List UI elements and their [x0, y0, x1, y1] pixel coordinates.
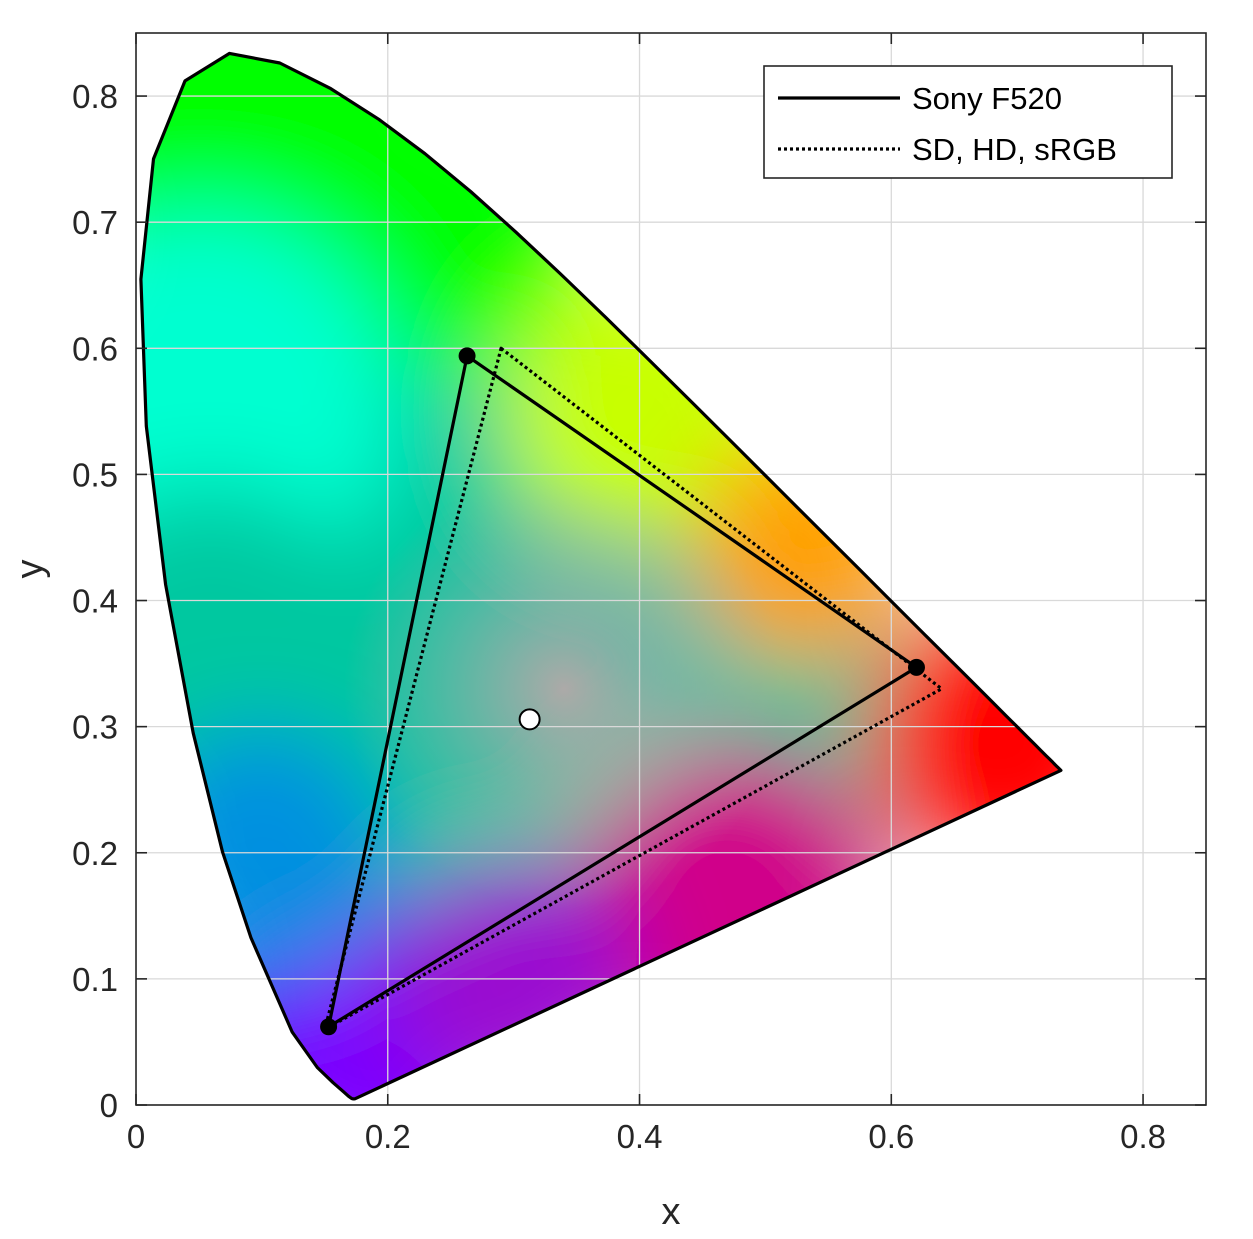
- x-tick-label: 0.8: [1120, 1118, 1166, 1155]
- x-tick-label: 0: [127, 1118, 145, 1155]
- x-axis-label: x: [662, 1191, 681, 1233]
- legend: Sony F520 SD, HD, sRGB: [763, 65, 1173, 179]
- y-axis-label: y: [9, 560, 51, 579]
- x-tick-label: 0.2: [365, 1118, 411, 1155]
- y-tick-label: 0.3: [72, 709, 118, 746]
- y-tick-label: 0: [100, 1087, 118, 1124]
- series-sony-f520-point: [907, 658, 925, 676]
- series-sony-f520-point: [320, 1018, 338, 1036]
- y-tick-label: 0.4: [72, 583, 118, 620]
- tick-labels: 0 0.2 0.4 0.6 0.8 0 0.1 0.2 0.3 0.4 0.5 0.6 0.7 0.8: [72, 78, 1166, 1155]
- series-sd-hd-srgb-triangle: [323, 346, 944, 1031]
- x-tick-label: 0.6: [868, 1118, 914, 1155]
- fill-spot: [866, 600, 1061, 878]
- y-tick-label: 0.2: [72, 835, 118, 872]
- axis-ticks: [135, 33, 1206, 1106]
- series-sony-f520-point: [458, 347, 476, 365]
- legend-label-sony-f520: Sony F520: [912, 81, 1062, 116]
- y-tick-label: 0.8: [72, 78, 118, 115]
- grid-lines: [136, 33, 1206, 1105]
- spectral-locus-outline: [139, 51, 1063, 1101]
- y-tick-label: 0.1: [72, 961, 118, 998]
- y-tick-label: 0.7: [72, 204, 118, 241]
- y-tick-label: 0.5: [72, 456, 118, 493]
- legend-box: [763, 65, 1173, 179]
- axes-box: [135, 32, 1207, 1106]
- y-tick-label: 0.6: [72, 330, 118, 367]
- series-sony-f520-triangle: [327, 354, 919, 1029]
- legend-label-sd-hd-srgb: SD, HD, sRGB: [912, 132, 1117, 167]
- white-point-marker: [518, 708, 541, 731]
- series-layer: [320, 346, 944, 1036]
- x-tick-label: 0.4: [617, 1118, 663, 1155]
